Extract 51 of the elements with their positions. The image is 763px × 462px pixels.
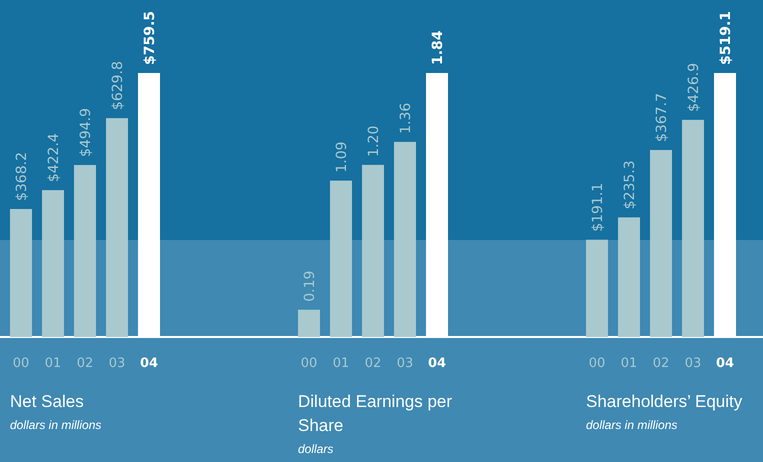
bar [650,150,672,337]
data-label: 1.09 [334,141,350,173]
bar [586,240,608,337]
data-label: 1.20 [366,126,382,157]
data-label: $191.1 [590,182,606,232]
x-tick-label: 02 [364,356,382,371]
data-label: 1.84 [430,30,446,65]
text: dollars [298,442,334,456]
data-label: 1.36 [398,102,414,134]
x-tick-label: 02 [76,356,94,371]
bar [714,73,736,337]
x-tick-label: 03 [684,356,702,371]
data-label: $368.2 [14,152,30,202]
text: Shareholders’ Equity [586,391,744,413]
data-label: $494.9 [78,108,94,157]
data-label: $422.4 [46,133,62,182]
x-tick-label: 03 [108,356,126,371]
x-tick-label: 01 [620,356,638,371]
bar [42,190,64,337]
x-tick-label: 04 [716,356,734,371]
text: Diluted Earnings per Share [298,391,454,437]
bar [618,217,640,337]
bar [394,142,416,337]
x-tick-label: 03 [396,356,414,371]
bar [106,118,128,337]
bar [426,73,448,337]
x-tick-label: 00 [12,356,30,371]
text: dollars in millions [10,418,102,432]
x-tick-label: 01 [332,356,350,371]
bar [682,120,704,337]
data-label: $629.8 [110,61,126,110]
data-label: $426.9 [686,62,702,112]
bar [298,310,320,337]
text: Net Sales [10,391,85,413]
bar [138,73,160,337]
bar [330,180,352,337]
data-label: $759.5 [142,10,158,65]
data-label: $235.3 [622,160,638,210]
x-tick-label: 04 [140,356,158,371]
data-label: $519.1 [718,10,734,65]
data-label: $367.7 [654,93,670,142]
bar [10,209,32,337]
x-tick-label: 01 [44,356,62,371]
x-tick-label: 00 [300,356,318,371]
x-tick-label: 04 [428,356,446,371]
bar [362,164,384,337]
bar [74,164,96,337]
x-tick-label: 00 [588,356,606,371]
x-tick-label: 02 [652,356,670,371]
data-label: 0.19 [302,270,318,302]
text: dollars in millions [586,418,678,432]
